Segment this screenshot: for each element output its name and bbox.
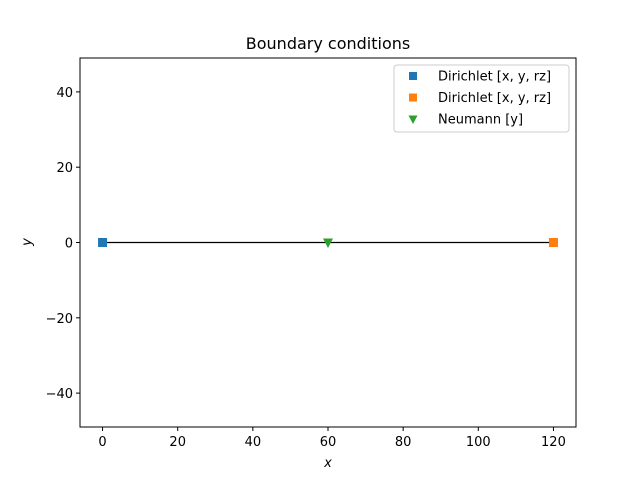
legend-marker	[409, 93, 417, 102]
x-tick-label: 60	[320, 435, 337, 450]
y-tick-label: −20	[46, 312, 73, 327]
x-tick-label: 40	[245, 435, 262, 450]
x-tick-label: 0	[98, 435, 106, 450]
legend-box	[393, 64, 570, 133]
legend: Dirichlet [x, y, rz] Dirichlet [x, y, rz]…	[393, 64, 570, 133]
legend-label: Dirichlet [x, y, rz]	[438, 70, 551, 85]
y-tick-label: 40	[56, 86, 73, 101]
x-tick-label: 120	[541, 435, 566, 450]
data-markers	[98, 238, 558, 248]
chart-title: Boundary conditions	[246, 34, 410, 53]
x-tick-label: 20	[169, 435, 186, 450]
y-tick-label: −40	[46, 387, 73, 402]
y-axis: −40 −20 0 20 40	[46, 86, 80, 402]
x-axis: 0 20 40 60 80 100 120	[98, 427, 566, 450]
data-point	[548, 238, 558, 247]
x-tick-label: 80	[395, 435, 412, 450]
legend-marker	[409, 72, 417, 80]
y-tick-label: 0	[65, 237, 73, 252]
legend-label: Neumann [y]	[438, 113, 523, 128]
legend-marker	[408, 115, 418, 124]
data-point	[323, 238, 333, 248]
legend-label: Dirichlet [x, y, rz]	[438, 91, 551, 106]
x-tick-label: 100	[466, 435, 491, 450]
y-axis-label: y	[20, 238, 35, 247]
y-tick-label: 20	[56, 161, 73, 176]
x-axis-label: x	[323, 456, 332, 471]
data-point	[98, 238, 108, 247]
